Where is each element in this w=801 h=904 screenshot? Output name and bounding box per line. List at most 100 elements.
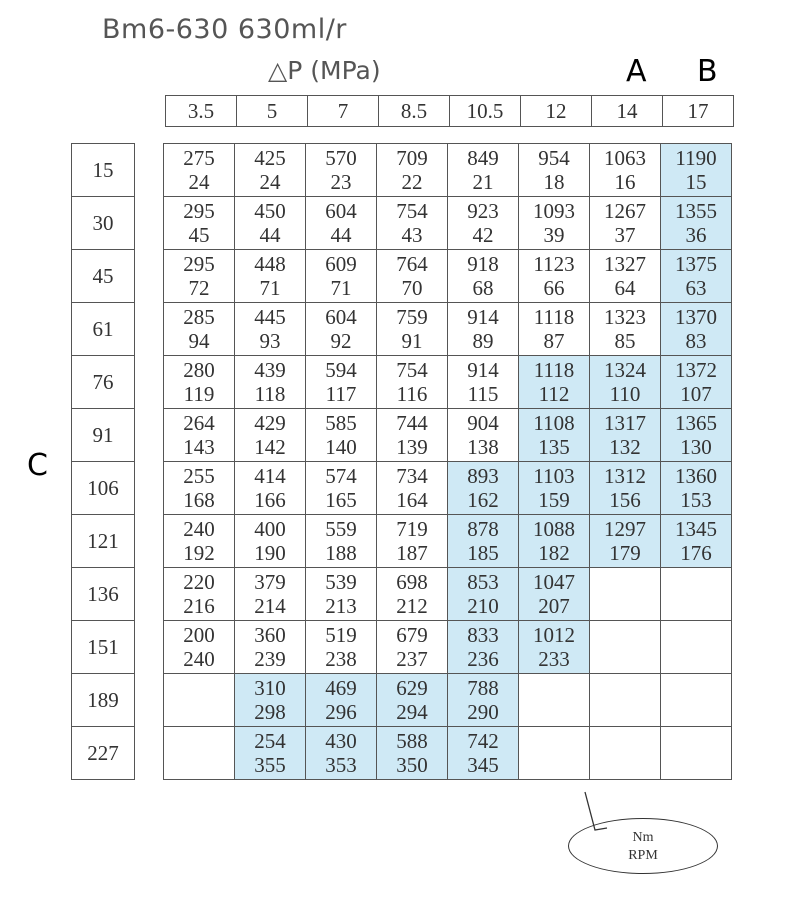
torque-value: 759 xyxy=(396,305,428,329)
rpm-value: 238 xyxy=(325,647,357,671)
table-row: 255 168 414 166 574 165 734 164 893 162 1103 159 131… xyxy=(163,461,732,515)
rpm-value: 207 xyxy=(538,594,570,618)
table-cell: 264 143 xyxy=(163,408,235,462)
rpm-value: 18 xyxy=(543,170,565,194)
table-cell: 1323 85 xyxy=(589,302,661,356)
speed-cell: 136 xyxy=(71,567,135,621)
rpm-value: 71 xyxy=(259,276,281,300)
table-cell: 1370 83 xyxy=(660,302,732,356)
rpm-value: 130 xyxy=(680,435,712,459)
rpm-value: 239 xyxy=(254,647,286,671)
table-cell: 400 190 xyxy=(234,514,306,568)
pressure-header-cell: 14 xyxy=(591,95,663,127)
table-cell: 742 345 xyxy=(447,726,519,780)
table-cell: 1317 132 xyxy=(589,408,661,462)
pressure-header: 3.5 5 7 8.5 10.5 12 14 17 xyxy=(165,95,734,127)
table-cell: 1312 156 xyxy=(589,461,661,515)
pressure-header-cell: 17 xyxy=(662,95,734,127)
torque-value: 1323 xyxy=(604,305,646,329)
table-cell: 1063 16 xyxy=(589,143,661,197)
rpm-value: 24 xyxy=(188,170,210,194)
table-cell: 1375 63 xyxy=(660,249,732,303)
table-cell: 450 44 xyxy=(234,196,306,250)
rpm-value: 350 xyxy=(396,753,428,777)
torque-value: 609 xyxy=(325,252,357,276)
rpm-value: 72 xyxy=(188,276,210,300)
rpm-value: 110 xyxy=(609,382,641,406)
torque-value: 275 xyxy=(183,146,215,170)
rpm-value: 45 xyxy=(188,223,210,247)
delta-p-label: △P (MPa) xyxy=(268,56,381,85)
rpm-value: 237 xyxy=(396,647,428,671)
rpm-value: 24 xyxy=(259,170,281,194)
table-cell: 759 91 xyxy=(376,302,448,356)
rpm-value: 182 xyxy=(538,541,570,565)
torque-value: 604 xyxy=(325,305,357,329)
torque-value: 893 xyxy=(467,464,499,488)
torque-value: 1012 xyxy=(533,623,575,647)
table-cell: 539 213 xyxy=(305,567,377,621)
rpm-value: 23 xyxy=(330,170,352,194)
torque-value: 469 xyxy=(325,676,357,700)
table-cell: 1324 110 xyxy=(589,355,661,409)
rpm-value: 92 xyxy=(330,329,352,353)
table-cell: 914 89 xyxy=(447,302,519,356)
torque-value: 1093 xyxy=(533,199,575,223)
rpm-value: 44 xyxy=(330,223,352,247)
rpm-value: 166 xyxy=(254,488,286,512)
rpm-value: 153 xyxy=(680,488,712,512)
table-cell: 255 168 xyxy=(163,461,235,515)
torque-value: 295 xyxy=(183,252,215,276)
torque-value: 539 xyxy=(325,570,357,594)
table-cell: 1360 153 xyxy=(660,461,732,515)
table-cell: 414 166 xyxy=(234,461,306,515)
torque-value: 1118 xyxy=(533,305,575,329)
rpm-value: 116 xyxy=(396,382,428,406)
pressure-header-cell: 8.5 xyxy=(378,95,450,127)
rpm-value: 355 xyxy=(254,753,286,777)
rpm-value: 140 xyxy=(325,435,357,459)
torque-value: 679 xyxy=(396,623,428,647)
torque-value: 445 xyxy=(254,305,286,329)
table-cell: 469 296 xyxy=(305,673,377,727)
speed-column: 15 30 45 61 76 91 106 121 136 151 189 227 xyxy=(71,143,135,780)
label-c: C xyxy=(27,448,48,483)
torque-value: 400 xyxy=(254,517,286,541)
rpm-value: 71 xyxy=(330,276,352,300)
torque-value: 744 xyxy=(396,411,428,435)
table-cell: 1093 39 xyxy=(518,196,590,250)
rpm-value: 143 xyxy=(183,435,215,459)
torque-value: 425 xyxy=(254,146,286,170)
table-cell xyxy=(589,726,661,780)
rpm-value: 63 xyxy=(685,276,707,300)
table-cell: 585 140 xyxy=(305,408,377,462)
torque-value: 200 xyxy=(183,623,215,647)
table-row: 264 143 429 142 585 140 744 139 904 138 1108 135 131… xyxy=(163,408,732,462)
table-cell: 1047 207 xyxy=(518,567,590,621)
torque-value: 923 xyxy=(467,199,499,223)
torque-value: 1190 xyxy=(675,146,717,170)
torque-value: 1317 xyxy=(604,411,646,435)
rpm-value: 142 xyxy=(254,435,286,459)
table-cell: 918 68 xyxy=(447,249,519,303)
pressure-header-cell: 3.5 xyxy=(165,95,237,127)
title: Bm6-630 630ml/r xyxy=(102,14,347,45)
speed-cell: 121 xyxy=(71,514,135,568)
table-row: 295 45 450 44 604 44 754 43 923 42 1093 39 1267 37 135… xyxy=(163,196,732,250)
rpm-value: 179 xyxy=(609,541,641,565)
table-row: 310 298 469 296 629 294 788 290 xyxy=(163,673,732,727)
table-cell: 379 214 xyxy=(234,567,306,621)
table-cell: 1012 233 xyxy=(518,620,590,674)
rpm-value: 138 xyxy=(467,435,499,459)
pressure-header-cell: 7 xyxy=(307,95,379,127)
table-cell: 719 187 xyxy=(376,514,448,568)
speed-cell: 91 xyxy=(71,408,135,462)
table-cell xyxy=(518,726,590,780)
rpm-value: 16 xyxy=(614,170,636,194)
rpm-value: 21 xyxy=(472,170,494,194)
label-a: A xyxy=(626,54,647,89)
rpm-value: 89 xyxy=(472,329,494,353)
torque-value: 1063 xyxy=(604,146,646,170)
rpm-value: 119 xyxy=(183,382,215,406)
table-cell xyxy=(518,673,590,727)
